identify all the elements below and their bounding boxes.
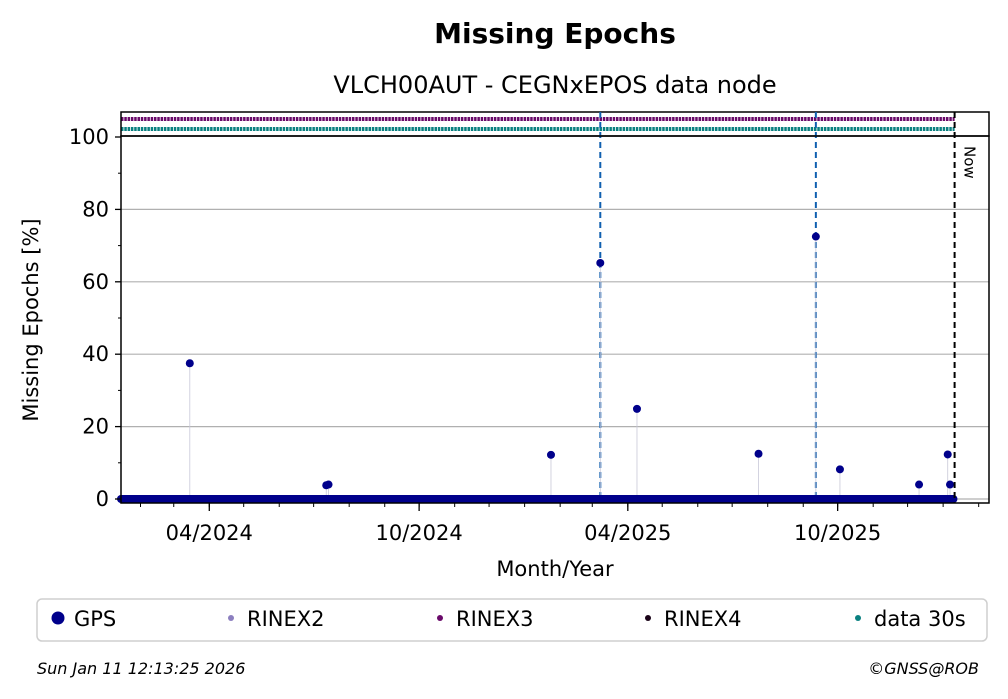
legend: GPS RINEX2 RINEX3 RINEX4 data 30s [51, 607, 966, 631]
gps-point [943, 450, 952, 459]
gps-point [185, 359, 194, 368]
x-tick-label: 04/2025 [584, 521, 671, 545]
x-tick-label: 10/2024 [375, 521, 462, 545]
legend-marker [645, 615, 651, 621]
availability-strip [121, 117, 955, 131]
y-tick-label: 40 [82, 342, 109, 366]
value-stems [189, 236, 951, 499]
legend-label: RINEX3 [456, 607, 534, 631]
x-tick-label: 10/2025 [794, 521, 881, 545]
gps-point [324, 480, 333, 489]
gridlines [121, 208, 989, 500]
legend-label: data 30s [874, 607, 966, 631]
gps-point [811, 232, 820, 241]
x-axis-ticks: 04/2024 10/2024 04/2025 10/2025 [139, 503, 980, 545]
legend-box [36, 598, 988, 642]
y-tick-label: 20 [82, 415, 109, 439]
y-axis-ticks: 0 20 40 60 80 100 [69, 125, 121, 511]
legend-label: GPS [74, 607, 116, 631]
event-lines [599, 112, 817, 503]
x-axis-label: Month/Year [496, 557, 614, 581]
footer-timestamp: Sun Jan 11 12:13:25 2026 [37, 659, 245, 678]
chart-subtitle: VLCH00AUT - CEGNxEPOS data node [333, 71, 776, 99]
chart-title: Missing Epochs [434, 17, 676, 50]
y-axis-label: Missing Epochs [%] [19, 218, 43, 421]
plot-frame [120, 135, 990, 504]
y-tick-label: 100 [69, 125, 109, 149]
gps-point [754, 449, 763, 458]
gps-point [546, 450, 555, 459]
legend-marker [855, 615, 861, 621]
now-label: Now [961, 146, 979, 179]
y-tick-label: 60 [82, 270, 109, 294]
legend-marker [228, 615, 234, 621]
gps-point [946, 480, 955, 489]
footer-credit: ©GNSS@ROB [868, 659, 979, 678]
gps-point [596, 258, 605, 267]
y-tick-label: 80 [82, 197, 109, 221]
legend-marker [51, 611, 65, 625]
gps-point [915, 480, 924, 489]
legend-label: RINEX2 [247, 607, 325, 631]
x-tick-label: 04/2024 [166, 521, 253, 545]
availability-frame [120, 111, 990, 137]
gps-point [835, 465, 844, 474]
legend-label: RINEX4 [664, 607, 742, 631]
now-marker: Now [953, 112, 979, 503]
gps-point [632, 404, 641, 413]
y-tick-label: 0 [96, 487, 109, 511]
legend-marker [437, 615, 443, 621]
data-points [117, 232, 958, 503]
